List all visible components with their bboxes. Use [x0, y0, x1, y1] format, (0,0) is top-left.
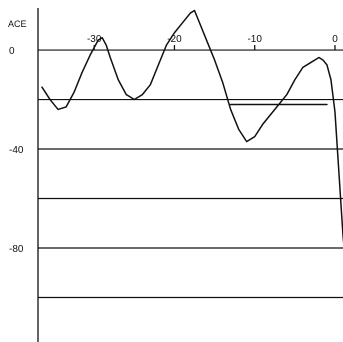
y-tick-label: -80: [9, 244, 24, 255]
x-tick-label: -10: [247, 34, 262, 45]
y-tick-label: 0: [9, 46, 15, 57]
gridlines: [38, 49, 343, 299]
labels: -30 -20 -10 0 0 -40 -80 ACE: [8, 19, 338, 255]
y-axis-label: ACE: [8, 19, 27, 29]
x-tick-label: -20: [167, 34, 182, 45]
x-tick-label: 0: [332, 34, 338, 45]
series: [41, 9, 343, 244]
y-tick-label: -40: [9, 145, 24, 156]
x-tick-label: -30: [87, 34, 102, 45]
ace-series-line: [41, 9, 343, 244]
axes: [37, 8, 336, 342]
